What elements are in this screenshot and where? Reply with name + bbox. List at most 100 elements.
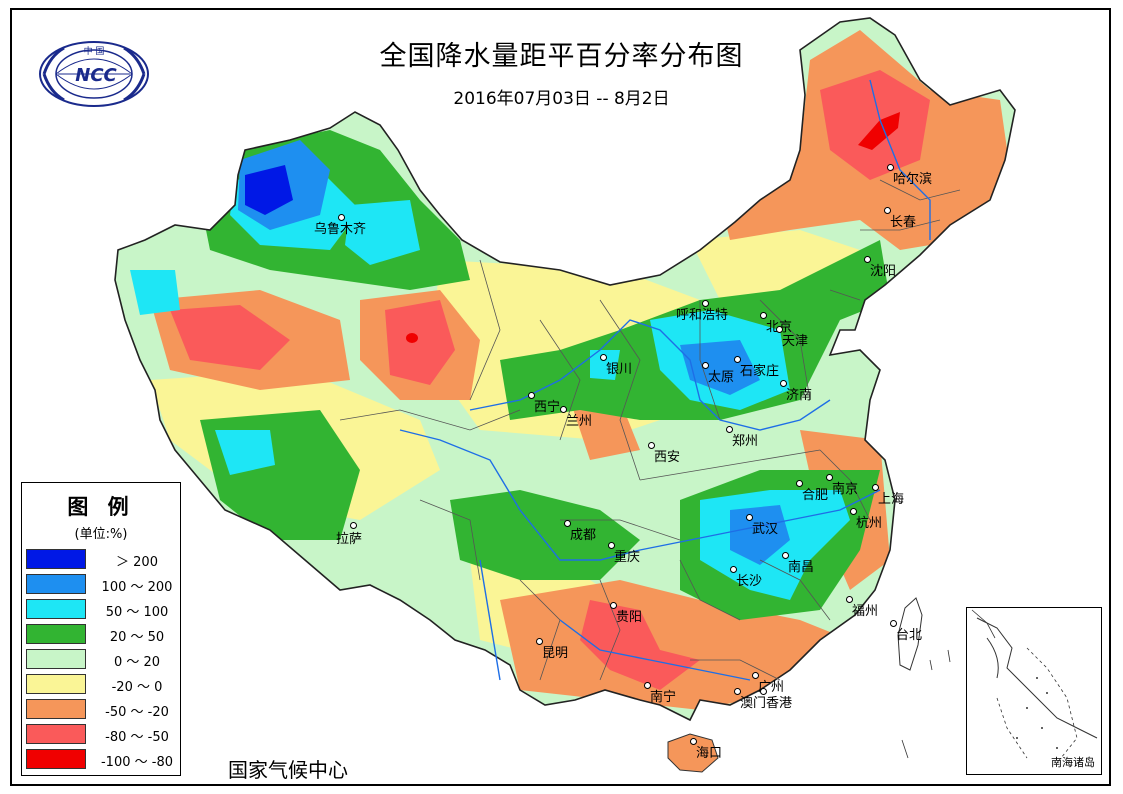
organization-name: 国家气候中心 bbox=[228, 758, 348, 782]
city-marker-icon bbox=[644, 682, 651, 689]
city-marker-icon bbox=[760, 688, 767, 695]
city-marker-icon bbox=[702, 362, 709, 369]
legend-item: ＞ 200 bbox=[26, 549, 178, 570]
city-label: 福州 bbox=[846, 596, 878, 619]
city-label: 重庆 bbox=[608, 542, 640, 565]
city-label: 太原 bbox=[702, 362, 734, 385]
city-marker-icon bbox=[746, 514, 753, 521]
legend-swatch bbox=[26, 699, 86, 719]
legend-item: 0 ～ 20 bbox=[26, 649, 178, 670]
city-label: 香港 bbox=[760, 688, 792, 711]
city-label: 济南 bbox=[780, 380, 812, 403]
legend-item: -20 ～ 0 bbox=[26, 674, 178, 695]
city-marker-icon bbox=[702, 300, 709, 307]
legend-label: 50 ～ 100 bbox=[105, 605, 169, 620]
legend-swatch bbox=[26, 749, 86, 769]
city-label: 成都 bbox=[564, 520, 596, 543]
city-label: 呼和浩特 bbox=[676, 300, 728, 323]
city-label: 武汉 bbox=[746, 514, 778, 537]
city-marker-icon bbox=[760, 312, 767, 319]
city-label: 西宁 bbox=[528, 392, 560, 415]
city-label: 石家庄 bbox=[734, 356, 779, 379]
city-label: 杭州 bbox=[850, 508, 882, 531]
city-label: 昆明 bbox=[536, 638, 568, 661]
city-label: 上海 bbox=[872, 484, 904, 507]
svg-text:中 国: 中 国 bbox=[84, 45, 105, 57]
city-marker-icon bbox=[884, 207, 891, 214]
legend-item: 100 ～ 200 bbox=[26, 574, 178, 595]
inset-label: 南海诸岛 bbox=[1051, 756, 1095, 769]
city-marker-icon bbox=[560, 406, 567, 413]
city-label: 西安 bbox=[648, 442, 680, 465]
city-marker-icon bbox=[730, 566, 737, 573]
city-marker-icon bbox=[338, 214, 345, 221]
city-marker-icon bbox=[776, 326, 783, 333]
city-label: 天津 bbox=[776, 326, 808, 349]
legend-label: 0 ～ 20 bbox=[113, 655, 161, 670]
city-label: 南京 bbox=[826, 474, 858, 497]
city-label: 贵阳 bbox=[610, 602, 642, 625]
city-marker-icon bbox=[350, 522, 357, 529]
city-marker-icon bbox=[887, 164, 894, 171]
legend-item: 50 ～ 100 bbox=[26, 599, 178, 620]
city-label: 合肥 bbox=[796, 480, 828, 503]
city-marker-icon bbox=[564, 520, 571, 527]
city-marker-icon bbox=[608, 542, 615, 549]
city-marker-icon bbox=[850, 508, 857, 515]
inset-map bbox=[971, 609, 1098, 764]
city-marker-icon bbox=[752, 672, 759, 679]
svg-text:NCC: NCC bbox=[75, 65, 117, 86]
city-label: 南宁 bbox=[644, 682, 676, 705]
city-label: 拉萨 bbox=[336, 522, 362, 547]
legend-label: 20 ～ 50 bbox=[109, 630, 165, 645]
south-china-sea-inset: 南海诸岛 bbox=[966, 607, 1102, 775]
legend-label: -100 ～ -80 bbox=[100, 755, 173, 770]
city-marker-icon bbox=[600, 354, 607, 361]
city-marker-icon bbox=[872, 484, 879, 491]
city-label: 银川 bbox=[600, 354, 632, 377]
city-marker-icon bbox=[734, 688, 741, 695]
city-label: 澳门 bbox=[734, 688, 766, 711]
legend-unit: (单位:%) bbox=[74, 527, 128, 542]
city-label: 南昌 bbox=[782, 552, 814, 575]
legend-swatch bbox=[26, 674, 86, 694]
legend-label: -80 ～ -50 bbox=[105, 730, 169, 745]
legend-label: 100 ～ 200 bbox=[101, 580, 173, 595]
legend-item: -100 ～ -80 bbox=[26, 749, 178, 770]
city-label: 乌鲁木齐 bbox=[314, 214, 366, 237]
map-title: 全国降水量距平百分率分布图 bbox=[379, 41, 744, 72]
city-marker-icon bbox=[782, 552, 789, 559]
city-marker-icon bbox=[826, 474, 833, 481]
legend-label: ＞ 200 bbox=[116, 555, 158, 570]
city-marker-icon bbox=[726, 426, 733, 433]
city-label: 兰州 bbox=[560, 406, 592, 429]
legend: 图 例 (单位:%) ＞ 200 100 ～ 200 50 ～ 100 20 ～… bbox=[21, 482, 181, 776]
city-marker-icon bbox=[528, 392, 535, 399]
city-marker-icon bbox=[734, 356, 741, 363]
city-marker-icon bbox=[536, 638, 543, 645]
ncc-logo: 中 国 NCC bbox=[39, 41, 149, 107]
map-date-range: 2016年07月03日 -- 8月2日 bbox=[453, 89, 670, 109]
city-label: 长春 bbox=[884, 207, 916, 230]
city-marker-icon bbox=[610, 602, 617, 609]
legend-label: -50 ～ -20 bbox=[105, 705, 169, 720]
legend-swatch bbox=[26, 574, 86, 594]
legend-swatch bbox=[26, 549, 86, 569]
legend-swatch bbox=[26, 649, 86, 669]
city-label: 哈尔滨 bbox=[887, 164, 932, 187]
legend-swatch bbox=[26, 599, 86, 619]
city-label: 长沙 bbox=[730, 566, 762, 589]
legend-label: -20 ～ 0 bbox=[111, 680, 163, 695]
legend-item: -50 ～ -20 bbox=[26, 699, 178, 720]
city-label: 郑州 bbox=[726, 426, 758, 449]
city-label: 海口 bbox=[690, 738, 722, 761]
city-marker-icon bbox=[796, 480, 803, 487]
legend-item: 20 ～ 50 bbox=[26, 624, 178, 645]
legend-item: -80 ～ -50 bbox=[26, 724, 178, 745]
city-marker-icon bbox=[846, 596, 853, 603]
city-marker-icon bbox=[890, 620, 897, 627]
legend-swatch bbox=[26, 624, 86, 644]
legend-title: 图 例 bbox=[67, 495, 135, 519]
city-marker-icon bbox=[864, 256, 871, 263]
